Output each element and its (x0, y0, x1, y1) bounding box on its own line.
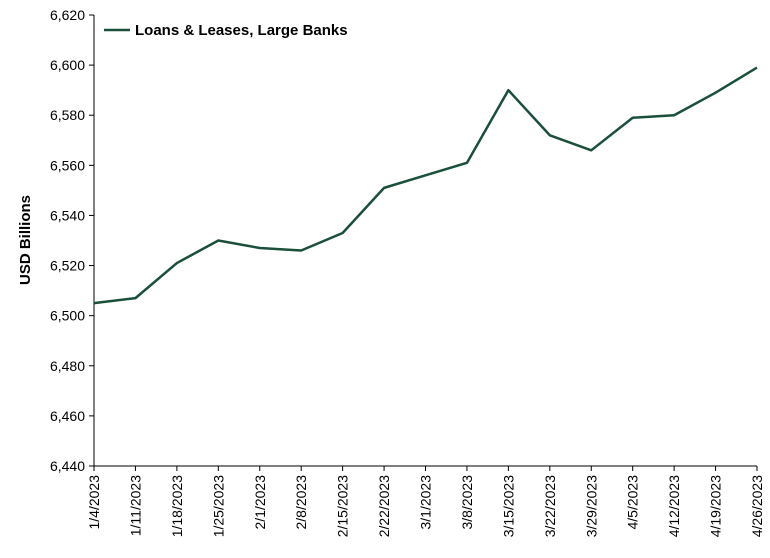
x-tick-label: 2/8/2023 (293, 475, 309, 530)
y-tick-label: 6,440 (50, 458, 85, 474)
y-tick-label: 6,480 (50, 358, 85, 374)
x-tick-label: 1/25/2023 (210, 475, 226, 537)
x-tick-label: 2/15/2023 (335, 475, 351, 537)
x-tick-label: 4/5/2023 (625, 475, 641, 530)
x-tick-label: 1/18/2023 (169, 475, 185, 537)
y-tick-label: 6,560 (50, 157, 85, 173)
x-tick-label: 3/15/2023 (500, 475, 516, 537)
x-tick-label: 1/4/2023 (86, 475, 102, 530)
legend-label: Loans & Leases, Large Banks (135, 22, 348, 39)
x-tick-label: 4/12/2023 (666, 475, 682, 537)
x-tick-label: 3/22/2023 (542, 475, 558, 537)
y-tick-label: 6,580 (50, 107, 85, 123)
y-tick-label: 6,540 (50, 207, 85, 223)
series-line (93, 66, 758, 305)
y-tick-label: 6,460 (50, 408, 85, 424)
x-tick-label: 3/8/2023 (459, 475, 475, 530)
x-tick-label: 3/1/2023 (418, 475, 434, 530)
y-tick-label: 6,620 (50, 7, 85, 23)
y-tick-label: 6,520 (50, 258, 85, 274)
y-tick-label: 6,600 (50, 57, 85, 73)
y-axis-label: USD Billions (17, 195, 34, 285)
x-tick-label: 1/11/2023 (127, 475, 143, 536)
x-tick-label: 2/1/2023 (252, 475, 268, 530)
x-tick-label: 4/26/2023 (749, 475, 765, 537)
x-tick-label: 4/19/2023 (708, 475, 724, 537)
y-tick-label: 6,500 (50, 308, 85, 324)
x-tick-label: 2/22/2023 (376, 475, 392, 537)
x-tick-label: 3/29/2023 (583, 475, 599, 537)
